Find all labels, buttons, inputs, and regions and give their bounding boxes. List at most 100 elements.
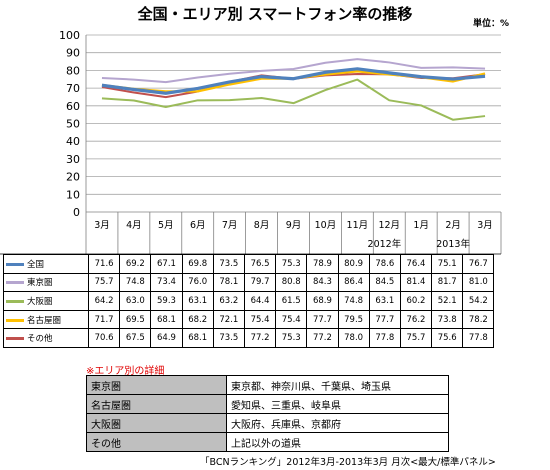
data-label: 78.0 <box>337 328 370 348</box>
data-label: 63.2 <box>212 291 245 311</box>
data-label: 76.5 <box>243 254 277 274</box>
data-label: 76.4 <box>399 254 433 274</box>
y-tick-label: 90 <box>66 47 80 60</box>
data-table: 全国 71.6 69.2 67.1 69.8 73.5 76.5 75.3 78.9 80.9 78… <box>3 254 495 348</box>
data-label: 63.1 <box>368 291 401 311</box>
detail-row: 東京圏 東京都、神奈川県、千葉県、埼玉県 <box>86 375 449 395</box>
data-label: 75.1 <box>431 254 464 274</box>
data-label: 63.0 <box>119 291 152 311</box>
data-label: 77.2 <box>243 328 277 348</box>
x-tick-label: 1月 <box>413 220 429 231</box>
area-name: その他 <box>86 432 227 452</box>
data-label: 77.8 <box>462 328 495 348</box>
table-row: その他 70.6 67.5 64.9 68.1 73.5 77.2 75.3 77.2 78.0 7… <box>3 328 495 348</box>
data-label: 77.7 <box>306 309 339 330</box>
data-label: 71.7 <box>87 309 121 330</box>
x-tick-label: 3月 <box>477 220 493 231</box>
data-label: 73.5 <box>212 254 245 274</box>
detail-row: 名古屋圏 愛知県、三重県、岐阜県 <box>86 394 449 414</box>
y-tick-label: 0 <box>73 206 80 219</box>
year-label: 2012年 <box>368 238 402 250</box>
year-label: 2013年 <box>436 238 470 250</box>
x-tick-label: 3月 <box>94 220 110 231</box>
data-label: 77.2 <box>306 328 339 348</box>
series-name: 名古屋圏 <box>27 315 62 326</box>
data-label: 78.1 <box>212 272 245 293</box>
chart-title: 全国・エリア別 スマートフォン率の推移 <box>137 5 413 23</box>
legend-swatch <box>6 281 24 285</box>
legend-swatch <box>6 337 24 341</box>
series-legend: 全国 <box>3 254 89 274</box>
x-tick-label: 12月 <box>378 220 400 231</box>
data-label: 78.2 <box>462 309 495 330</box>
series-legend: 名古屋圏 <box>3 309 89 330</box>
data-label: 68.9 <box>306 291 339 311</box>
data-label: 69.2 <box>119 254 152 274</box>
data-label: 67.5 <box>119 328 152 348</box>
y-tick-label: 30 <box>66 153 80 166</box>
data-label: 63.1 <box>181 291 214 311</box>
y-tick-label: 50 <box>66 118 80 131</box>
y-tick-label: 60 <box>66 100 80 113</box>
data-label: 59.3 <box>150 291 183 311</box>
x-tick-label: 5月 <box>158 220 174 231</box>
y-tick-label: 10 <box>66 188 80 201</box>
data-label: 73.8 <box>431 309 464 330</box>
area-prefectures: 大阪府、兵庫県、京都府 <box>226 413 449 433</box>
data-label: 75.3 <box>275 328 308 348</box>
y-tick-label: 100 <box>59 29 80 42</box>
data-label: 75.4 <box>275 309 308 330</box>
x-tick-label: 9月 <box>286 220 302 231</box>
series-legend: 東京圏 <box>3 272 89 293</box>
x-tick-label: 10月 <box>315 220 337 231</box>
x-tick-label: 11月 <box>347 220 369 231</box>
data-label: 69.8 <box>181 254 214 274</box>
data-label: 84.3 <box>306 272 339 293</box>
legend-swatch <box>6 262 24 266</box>
data-label: 84.5 <box>368 272 401 293</box>
series-name: 大阪圏 <box>27 296 53 307</box>
data-label: 74.8 <box>119 272 152 293</box>
detail-row: その他 上記以外の道県 <box>86 432 449 452</box>
data-label: 74.8 <box>337 291 370 311</box>
data-label: 86.4 <box>337 272 370 293</box>
data-label: 79.7 <box>243 272 277 293</box>
data-label: 76.7 <box>462 254 495 274</box>
data-label: 76.0 <box>181 272 214 293</box>
data-label: 77.7 <box>368 309 401 330</box>
data-label: 60.2 <box>399 291 433 311</box>
data-label: 54.2 <box>462 291 495 311</box>
data-label: 77.8 <box>368 328 401 348</box>
source-note: 「BCNランキング」2012年3月-2013年3月 月次<最大/標準パネル> <box>200 457 496 468</box>
data-label: 72.1 <box>212 309 245 330</box>
data-label: 81.7 <box>431 272 464 293</box>
data-label: 67.1 <box>150 254 183 274</box>
table-row: 大阪圏 64.2 63.0 59.3 63.1 63.2 64.4 61.5 68.9 74.8 6… <box>3 291 495 311</box>
x-tick-label: 4月 <box>126 220 142 231</box>
data-label: 80.8 <box>275 272 308 293</box>
data-label: 69.5 <box>119 309 152 330</box>
y-tick-label: 80 <box>66 64 80 77</box>
data-label: 68.2 <box>181 309 214 330</box>
x-tick-label: 8月 <box>254 220 270 231</box>
series-legend: 大阪圏 <box>3 291 89 311</box>
series-line <box>101 58 486 84</box>
data-label: 64.4 <box>243 291 277 311</box>
series-name: 東京圏 <box>27 278 53 289</box>
data-label: 75.3 <box>275 254 308 274</box>
line-chart: 0 10 20 30 40 50 60 70 80 90 100 3月 4月 5月 6月 7月 8月 9月 10月 1… <box>0 29 502 255</box>
data-label: 80.9 <box>337 254 370 274</box>
area-name: 大阪圏 <box>86 413 227 433</box>
unit-label: 単位：% <box>473 19 510 29</box>
series-name: その他 <box>27 334 53 345</box>
data-label: 70.6 <box>87 328 121 348</box>
area-prefectures: 東京都、神奈川県、千葉県、埼玉県 <box>226 375 449 395</box>
series-legend: その他 <box>3 328 89 348</box>
data-label: 75.7 <box>399 328 433 348</box>
table-row: 名古屋圏 71.7 69.5 68.1 68.2 72.1 75.4 75.4 77.7 79.5… <box>3 309 495 330</box>
detail-row: 大阪圏 大阪府、兵庫県、京都府 <box>86 413 449 433</box>
data-label: 73.5 <box>212 328 245 348</box>
data-label: 61.5 <box>275 291 308 311</box>
detail-caption: ※エリア別の詳細 <box>86 366 165 377</box>
data-label: 64.9 <box>150 328 183 348</box>
